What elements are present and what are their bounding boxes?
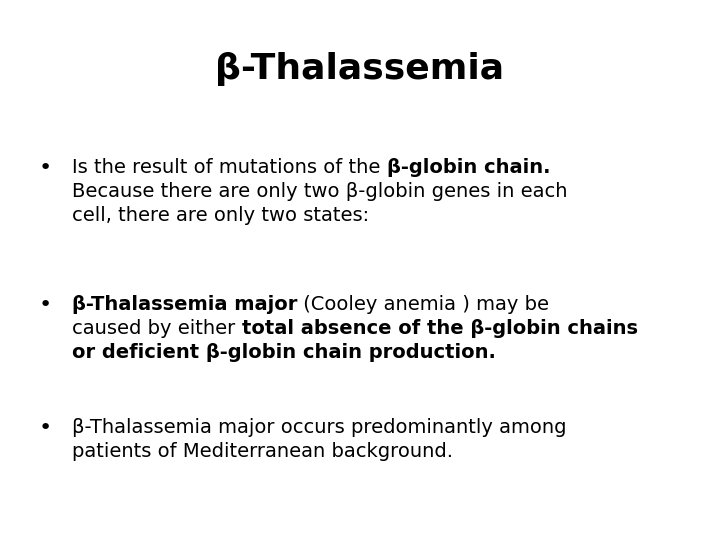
Text: Is the result of mutations of the: Is the result of mutations of the — [72, 158, 387, 177]
Text: •: • — [38, 295, 52, 315]
Text: patients of Mediterranean background.: patients of Mediterranean background. — [72, 442, 453, 461]
Text: β-Thalassemia: β-Thalassemia — [215, 52, 505, 86]
Text: total absence of the β-globin chains: total absence of the β-globin chains — [241, 319, 637, 338]
Text: or deficient β-globin chain production.: or deficient β-globin chain production. — [72, 343, 496, 362]
Text: β-globin chain.: β-globin chain. — [387, 158, 550, 177]
Text: •: • — [38, 418, 52, 438]
Text: Because there are only two β-globin genes in each: Because there are only two β-globin gene… — [72, 182, 567, 201]
Text: β-Thalassemia major occurs predominantly among: β-Thalassemia major occurs predominantly… — [72, 418, 567, 437]
Text: caused by either: caused by either — [72, 319, 241, 338]
Text: β-Thalassemia major: β-Thalassemia major — [72, 295, 297, 314]
Text: cell, there are only two states:: cell, there are only two states: — [72, 206, 369, 225]
Text: •: • — [38, 158, 52, 178]
Text: (Cooley anemia ) may be: (Cooley anemia ) may be — [297, 295, 549, 314]
